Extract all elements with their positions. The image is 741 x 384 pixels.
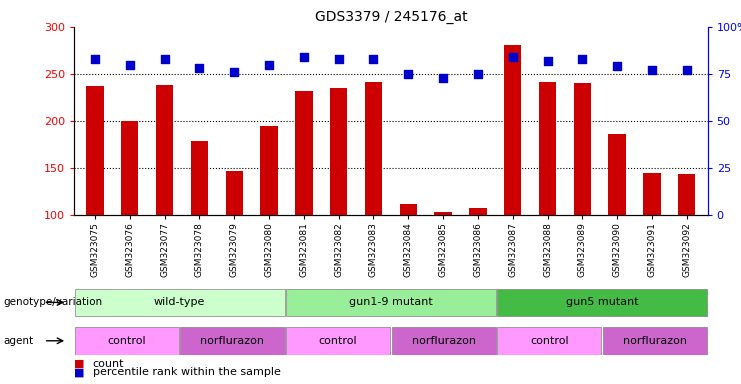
Point	[576, 56, 588, 62]
Bar	[86, 86, 104, 215]
Text: agent: agent	[4, 336, 34, 346]
Point	[646, 67, 658, 73]
Point	[89, 56, 101, 62]
Point	[507, 54, 519, 60]
Text: norflurazon: norflurazon	[623, 336, 687, 346]
Bar	[121, 121, 139, 215]
Text: norflurazon: norflurazon	[412, 336, 476, 346]
Bar	[391, 327, 496, 355]
Point	[193, 65, 205, 71]
Point	[124, 61, 136, 68]
Point	[228, 69, 240, 75]
Point	[472, 71, 484, 77]
Bar	[643, 173, 661, 215]
Point	[437, 74, 449, 81]
Text: wild-type: wild-type	[154, 297, 205, 308]
Bar	[539, 83, 556, 215]
Bar	[225, 171, 243, 215]
Text: ■: ■	[74, 367, 84, 377]
Bar	[180, 327, 285, 355]
Bar	[399, 204, 417, 215]
Text: ■: ■	[74, 359, 84, 369]
Point	[263, 61, 275, 68]
Bar	[286, 289, 496, 316]
Point	[368, 56, 379, 62]
Text: gun1-9 mutant: gun1-9 mutant	[349, 297, 433, 308]
Bar	[574, 83, 591, 215]
Text: control: control	[107, 336, 146, 346]
Point	[298, 54, 310, 60]
Text: count: count	[93, 359, 124, 369]
Bar	[608, 134, 626, 215]
Bar	[190, 141, 208, 215]
Text: percentile rank within the sample: percentile rank within the sample	[93, 367, 281, 377]
Bar	[330, 88, 348, 215]
Bar	[156, 85, 173, 215]
Point	[333, 56, 345, 62]
Point	[542, 58, 554, 64]
Title: GDS3379 / 245176_at: GDS3379 / 245176_at	[315, 10, 467, 25]
Bar	[295, 91, 313, 215]
Point	[159, 56, 170, 62]
Bar	[286, 327, 391, 355]
Bar	[602, 327, 707, 355]
Bar	[497, 289, 707, 316]
Bar	[75, 327, 179, 355]
Bar	[504, 45, 522, 215]
Point	[681, 67, 693, 73]
Text: genotype/variation: genotype/variation	[4, 297, 103, 308]
Text: control: control	[319, 336, 357, 346]
Bar	[260, 126, 278, 215]
Bar	[469, 207, 487, 215]
Bar	[434, 212, 452, 215]
Text: norflurazon: norflurazon	[201, 336, 265, 346]
Bar	[75, 289, 285, 316]
Bar	[365, 83, 382, 215]
Text: control: control	[530, 336, 568, 346]
Bar	[497, 327, 602, 355]
Point	[611, 63, 623, 70]
Text: gun5 mutant: gun5 mutant	[565, 297, 639, 308]
Bar	[678, 174, 696, 215]
Point	[402, 71, 414, 77]
